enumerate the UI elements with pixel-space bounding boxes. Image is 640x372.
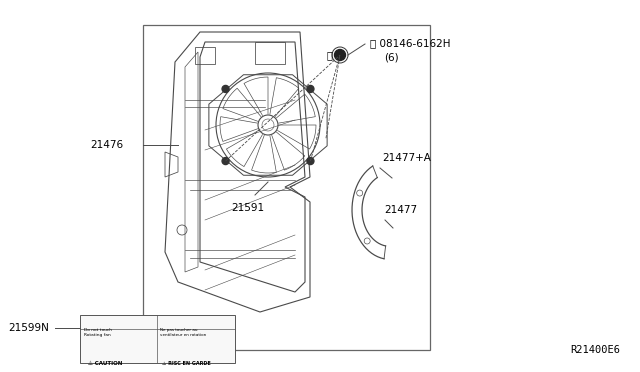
Text: 21477: 21477 — [384, 205, 417, 215]
Bar — [80, 315, 235, 363]
Text: Ⓑ 08146-6162H: Ⓑ 08146-6162H — [370, 38, 451, 48]
Circle shape — [307, 86, 314, 92]
Text: Ⓑ: Ⓑ — [326, 50, 332, 60]
Text: 21591: 21591 — [232, 203, 264, 213]
Bar — [143, 25, 430, 350]
Text: ⚠ RISC EN GARDE: ⚠ RISC EN GARDE — [162, 361, 211, 366]
Text: Do not touch
Rotating fan: Do not touch Rotating fan — [84, 328, 112, 337]
Text: 21477+A: 21477+A — [382, 153, 431, 163]
Text: (6): (6) — [384, 52, 399, 62]
Circle shape — [222, 158, 229, 164]
Text: 21599N: 21599N — [8, 323, 49, 333]
Text: 21476: 21476 — [90, 140, 123, 150]
Text: R21400E6: R21400E6 — [570, 345, 620, 355]
Text: ⚠ CAUTION: ⚠ CAUTION — [88, 361, 122, 366]
Circle shape — [307, 158, 314, 164]
Circle shape — [335, 49, 346, 61]
Text: Ne pas toucher au
ventilateur en rotation: Ne pas toucher au ventilateur en rotatio… — [160, 328, 206, 337]
Circle shape — [222, 86, 229, 92]
